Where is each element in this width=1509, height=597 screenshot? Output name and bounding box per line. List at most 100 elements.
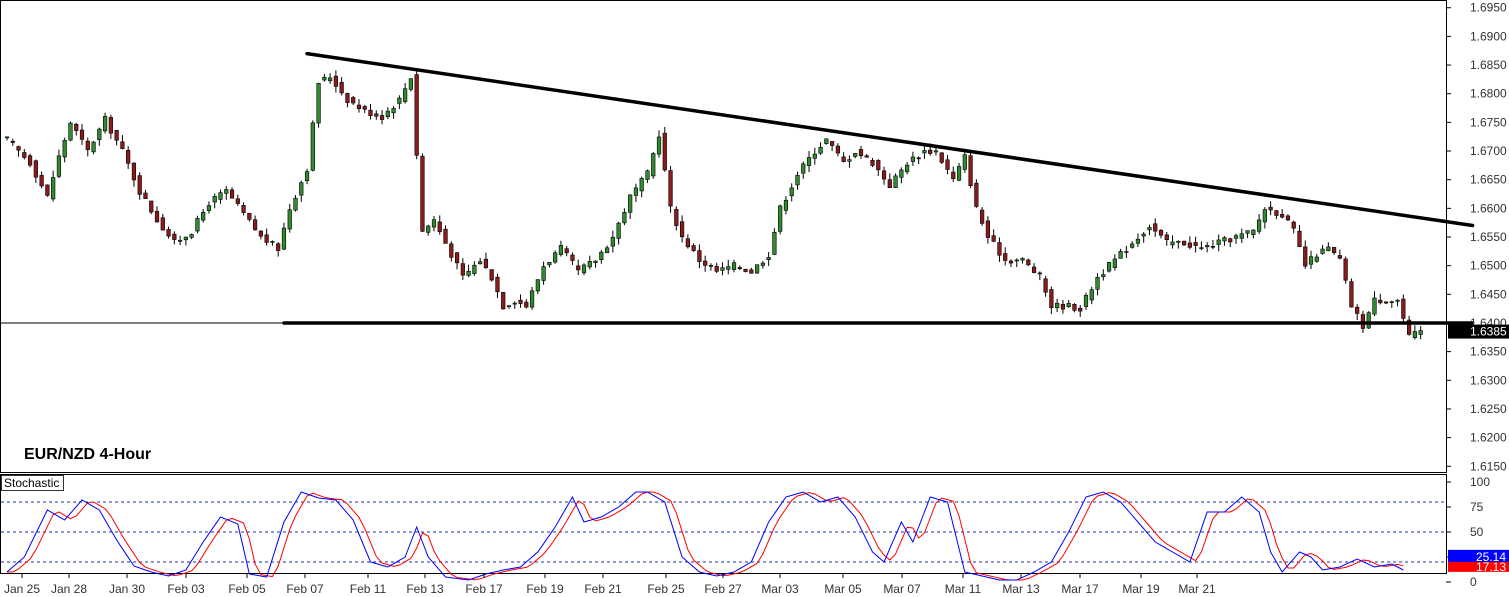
bullish-candle — [1372, 297, 1377, 315]
bullish-candle — [610, 236, 615, 247]
stochastic-tick-label: 0 — [1470, 575, 1477, 589]
bullish-candle — [795, 174, 800, 186]
bearish-candle — [495, 276, 500, 293]
date-tick-label: Mar 13 — [1002, 582, 1040, 596]
bullish-candle — [91, 141, 96, 153]
stochastic-signal-line — [7, 491, 1404, 581]
bearish-candle — [685, 238, 690, 248]
bullish-candle — [847, 159, 852, 162]
bearish-candle — [501, 292, 506, 310]
bearish-candle — [714, 266, 719, 272]
bullish-candle — [1245, 230, 1250, 234]
bullish-candle — [1118, 251, 1123, 259]
bullish-candle — [287, 209, 292, 230]
bullish-candle — [304, 171, 310, 182]
stochastic-tick-label: 100 — [1470, 475, 1490, 489]
bearish-candle — [1037, 272, 1042, 275]
bullish-candle — [1389, 301, 1394, 303]
bullish-candle — [720, 267, 725, 271]
bullish-candle — [558, 245, 564, 255]
bearish-candle — [449, 243, 454, 258]
bullish-candle — [824, 138, 829, 144]
date-tick-label: Jan 30 — [109, 582, 145, 596]
bullish-candle — [853, 153, 858, 157]
price-tick-label: 1.6450 — [1470, 287, 1507, 301]
bearish-candle — [1401, 298, 1406, 319]
bullish-candle — [1095, 277, 1100, 290]
date-tick-label: Feb 25 — [647, 582, 685, 596]
bearish-candle — [114, 130, 119, 141]
bullish-candle — [178, 240, 183, 242]
bullish-candle — [1135, 238, 1141, 244]
bullish-candle — [1205, 245, 1210, 248]
bearish-candle — [968, 155, 973, 186]
bullish-candle — [68, 122, 73, 141]
price-tick-label: 1.6700 — [1470, 144, 1507, 158]
price-tick-label: 1.6900 — [1470, 29, 1507, 43]
bullish-candle — [1141, 233, 1146, 237]
bearish-candle — [697, 250, 702, 262]
bearish-candle — [1031, 266, 1037, 273]
price-tick-label: 1.6750 — [1470, 115, 1507, 129]
indicator-panel — [0, 474, 1447, 574]
bearish-candle — [1026, 259, 1031, 266]
bearish-candle — [368, 109, 373, 116]
stochastic-signal-badge — [1448, 561, 1509, 572]
bearish-candle — [870, 160, 875, 166]
bearish-candle — [345, 93, 350, 103]
bullish-candle — [754, 264, 760, 274]
date-tick-label: Mar 11 — [945, 582, 982, 596]
bearish-candle — [679, 221, 685, 238]
bullish-candle — [299, 182, 304, 196]
bullish-candle — [1251, 229, 1256, 236]
bearish-candle — [351, 97, 356, 104]
bearish-candle — [166, 229, 171, 237]
bearish-candle — [1008, 260, 1014, 264]
bearish-candle — [241, 205, 246, 213]
bullish-candle — [218, 192, 223, 200]
bearish-candle — [1158, 229, 1164, 236]
bullish-candle — [1112, 258, 1117, 268]
bearish-candle — [235, 198, 240, 204]
bearish-candle — [1343, 258, 1348, 281]
bearish-candle — [1303, 246, 1308, 267]
price-tick-label: 1.6150 — [1470, 459, 1507, 473]
bearish-candle — [858, 149, 864, 156]
bearish-candle — [668, 170, 673, 207]
bullish-candle — [760, 262, 765, 266]
bullish-candle — [778, 205, 783, 232]
bearish-candle — [437, 221, 442, 232]
bullish-candle — [899, 169, 904, 178]
price-tick-label: 1.6350 — [1470, 345, 1507, 359]
bearish-candle — [1003, 253, 1008, 261]
bullish-candle — [212, 196, 217, 203]
bullish-candle — [656, 136, 662, 155]
bullish-candle — [818, 146, 823, 154]
bearish-candle — [131, 162, 137, 181]
bearish-candle — [830, 141, 835, 146]
bullish-candle — [1176, 240, 1181, 243]
bearish-candle — [985, 220, 990, 238]
bearish-candle — [160, 217, 165, 231]
bearish-candle — [703, 260, 708, 266]
bullish-candle — [893, 175, 898, 188]
price-tick-label: 1.6300 — [1470, 373, 1507, 387]
bullish-candle — [1199, 247, 1204, 249]
bullish-candle — [604, 247, 610, 254]
bullish-candle — [4, 136, 10, 139]
bearish-candle — [1407, 319, 1412, 335]
bullish-candle — [1239, 233, 1244, 239]
date-tick-label: Mar 19 — [1122, 582, 1160, 596]
chart-title: EUR/NZD 4-Hour — [24, 446, 151, 463]
bearish-candle — [16, 146, 21, 151]
bearish-candle — [1072, 303, 1077, 311]
bearish-candle — [570, 254, 575, 261]
bearish-candle — [1181, 240, 1187, 246]
current-price-badge — [1448, 324, 1509, 339]
bullish-candle — [1020, 258, 1025, 261]
bearish-candle — [524, 301, 529, 308]
bearish-candle — [916, 157, 921, 160]
bullish-candle — [62, 140, 67, 158]
trendline — [305, 51, 1475, 228]
bullish-candle — [56, 155, 62, 177]
